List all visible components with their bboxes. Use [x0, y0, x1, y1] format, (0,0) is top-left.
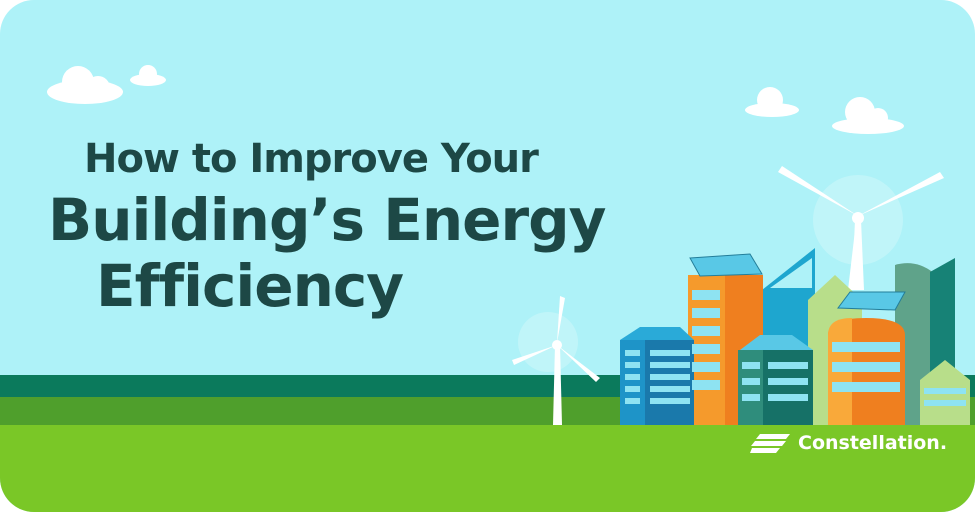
grass: [0, 425, 975, 512]
cloud-icon: [130, 65, 166, 86]
brand-name: Constellation.: [798, 432, 948, 454]
cloud-icon: [745, 87, 799, 117]
buildings: [620, 248, 970, 425]
headline-line-1: How to Improve Your: [84, 136, 539, 182]
wind-turbine-large: [778, 166, 944, 290]
cloud-icon: [832, 97, 904, 134]
constellation-logo-icon: [750, 434, 790, 453]
headline-line-3: Efficiency: [96, 252, 404, 320]
cloud-icon: [47, 66, 123, 104]
constellation-logo[interactable]: Constellation.: [750, 432, 947, 454]
wind-turbine-small: [512, 296, 600, 425]
headline-line-2: Building’s Energy: [48, 186, 606, 254]
cloud-icons: [47, 65, 904, 134]
